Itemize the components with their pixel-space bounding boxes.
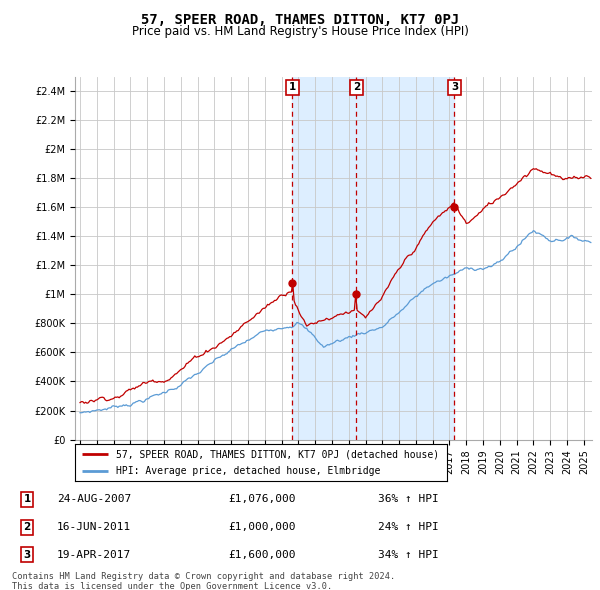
Text: 2: 2 <box>23 522 31 532</box>
Text: 19-APR-2017: 19-APR-2017 <box>57 550 131 560</box>
Text: 24-AUG-2007: 24-AUG-2007 <box>57 494 131 504</box>
Text: 2: 2 <box>353 82 360 92</box>
Text: 1: 1 <box>23 494 31 504</box>
Text: 36% ↑ HPI: 36% ↑ HPI <box>378 494 439 504</box>
Text: 57, SPEER ROAD, THAMES DITTON, KT7 0PJ (detached house): 57, SPEER ROAD, THAMES DITTON, KT7 0PJ (… <box>116 449 439 459</box>
Text: 24% ↑ HPI: 24% ↑ HPI <box>378 522 439 532</box>
Text: 34% ↑ HPI: 34% ↑ HPI <box>378 550 439 560</box>
Bar <box>292 77 356 440</box>
Bar <box>356 77 454 440</box>
Text: £1,600,000: £1,600,000 <box>228 550 296 560</box>
Text: Price paid vs. HM Land Registry's House Price Index (HPI): Price paid vs. HM Land Registry's House … <box>131 25 469 38</box>
Text: 1: 1 <box>289 82 296 92</box>
Text: £1,076,000: £1,076,000 <box>228 494 296 504</box>
Text: 57, SPEER ROAD, THAMES DITTON, KT7 0PJ: 57, SPEER ROAD, THAMES DITTON, KT7 0PJ <box>141 13 459 27</box>
Text: 3: 3 <box>23 550 31 560</box>
Text: Contains HM Land Registry data © Crown copyright and database right 2024.
This d: Contains HM Land Registry data © Crown c… <box>12 572 395 590</box>
Text: 3: 3 <box>451 82 458 92</box>
Text: £1,000,000: £1,000,000 <box>228 522 296 532</box>
Text: 16-JUN-2011: 16-JUN-2011 <box>57 522 131 532</box>
Text: HPI: Average price, detached house, Elmbridge: HPI: Average price, detached house, Elmb… <box>116 466 380 476</box>
